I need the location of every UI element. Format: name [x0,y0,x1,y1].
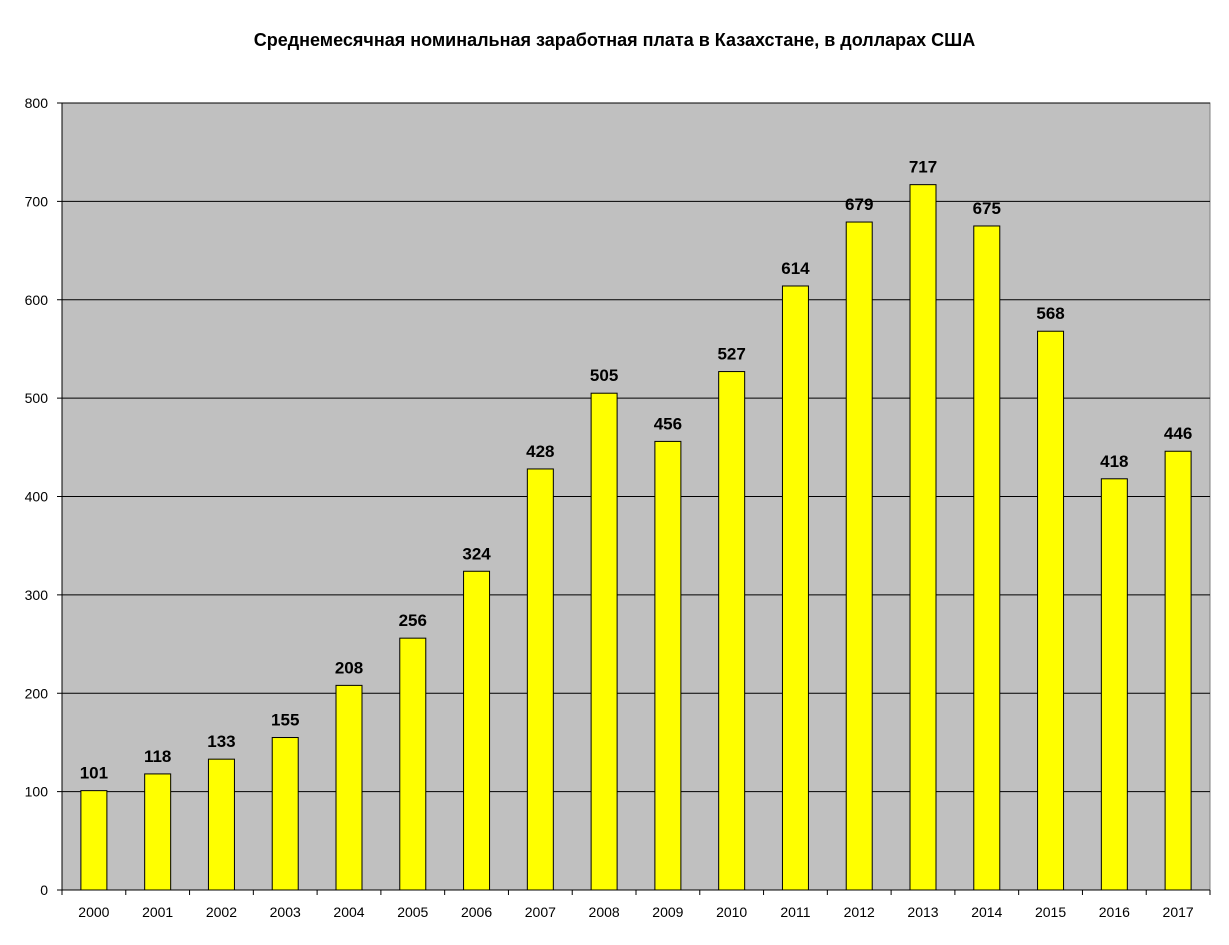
chart-title: Среднемесячная номинальная заработная пл… [253,30,976,50]
data-label: 256 [399,611,427,630]
data-label: 418 [1100,452,1128,471]
x-tick-label: 2014 [971,904,1002,920]
x-tick-label: 2003 [270,904,301,920]
data-label: 717 [909,158,937,177]
bar [909,184,937,891]
y-tick-label: 400 [25,489,49,505]
y-tick-label: 600 [25,292,49,308]
data-label: 505 [590,366,618,385]
bar [590,392,618,891]
data-label: 155 [271,711,299,730]
x-tick-label: 2016 [1099,904,1130,920]
bar [80,790,108,891]
data-label: 679 [845,195,873,214]
data-label: 324 [462,544,491,563]
x-tick-label: 2005 [397,904,428,920]
x-tick-label: 2001 [142,904,173,920]
data-labels: 101 118 133 155 208 256 324 428 505 456 527 614 679 7… [80,158,1193,783]
x-tick-label: 2017 [1163,904,1194,920]
x-tick-label: 2007 [525,904,556,920]
data-label: 614 [781,259,810,278]
x-tick-label: 2002 [206,904,237,920]
bar [335,684,363,891]
x-tick-label: 2013 [907,904,938,920]
x-tick-label: 2012 [844,904,875,920]
data-label: 101 [80,764,108,783]
data-label: 456 [654,414,682,433]
data-label: 118 [144,747,171,766]
axes: 0 100 200 300 400 500 600 700 800 2000 2001 2002 200… [25,95,1211,920]
x-tick-label: 2011 [780,904,810,920]
data-label: 428 [526,442,554,461]
bar [463,570,491,891]
x-tick-label: 2000 [78,904,109,920]
bar [399,637,427,891]
x-tick-label: 2006 [461,904,492,920]
data-label: 527 [717,345,745,364]
x-tick-label: 2015 [1035,904,1066,920]
data-label: 133 [207,732,235,751]
y-tick-label: 500 [25,390,49,406]
y-tick-label: 800 [25,95,49,111]
bar [781,285,809,891]
data-label: 675 [973,199,1001,218]
bar [973,225,1001,891]
bar [845,221,873,891]
bar [271,737,299,891]
y-tick-label: 200 [25,685,49,701]
bar [207,758,235,891]
bar [1100,478,1128,891]
x-tick-label: 2008 [589,904,620,920]
data-label: 446 [1164,424,1192,443]
x-tick-label: 2004 [333,904,364,920]
y-tick-label: 100 [25,784,49,800]
bar [654,440,682,891]
y-tick-label: 300 [25,587,49,603]
bar [1164,450,1192,891]
bars [80,184,1192,891]
data-label: 208 [335,658,363,677]
data-label: 568 [1036,304,1064,323]
bar [1037,330,1065,891]
x-tick-label: 2010 [716,904,747,920]
y-tick-label: 700 [25,193,49,209]
bar [526,468,554,891]
bar [718,371,746,891]
x-tick-label: 2009 [652,904,683,920]
y-tick-label: 0 [40,882,48,898]
gridlines [62,102,1210,793]
bar [144,773,172,891]
